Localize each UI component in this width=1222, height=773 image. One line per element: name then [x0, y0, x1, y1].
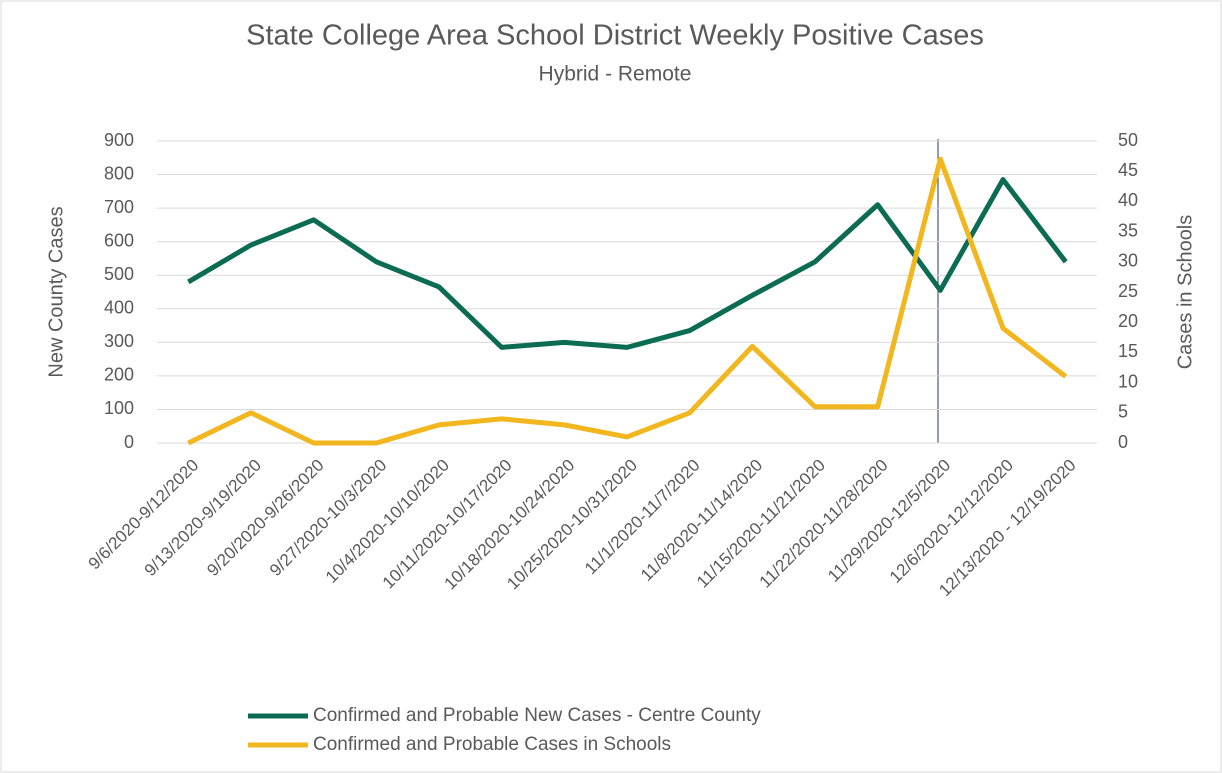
- legend-label: Confirmed and Probable Cases in Schools: [313, 734, 671, 755]
- y2-tick-label: 50: [1118, 130, 1138, 150]
- y2-tick-label: 30: [1118, 251, 1138, 271]
- y-tick-label: 900: [104, 130, 134, 150]
- y-tick-label: 200: [104, 365, 134, 385]
- y-tick-label: 400: [104, 298, 134, 318]
- y2-tick-label: 20: [1118, 311, 1138, 331]
- y-tick-label: 500: [104, 264, 134, 284]
- y-tick-label: 800: [104, 163, 134, 183]
- chart-subtitle: Hybrid - Remote: [539, 63, 692, 86]
- y-axis-title: New County Cases: [45, 206, 67, 377]
- y2-tick-label: 5: [1118, 402, 1128, 422]
- y-tick-label: 300: [104, 331, 134, 351]
- y2-tick-label: 10: [1118, 371, 1138, 391]
- y-tick-label: 700: [104, 197, 134, 217]
- y-tick-label: 600: [104, 230, 134, 250]
- y-tick-label: 0: [124, 432, 134, 452]
- series-line: [187, 156, 1068, 446]
- y2-tick-label: 25: [1118, 281, 1138, 301]
- series-line: [187, 177, 1068, 350]
- chart-title: State College Area School District Weekl…: [246, 20, 984, 52]
- legend-label: Confirmed and Probable New Cases - Centr…: [313, 705, 761, 726]
- y2-tick-label: 35: [1118, 220, 1138, 240]
- y2-tick-label: 40: [1118, 190, 1138, 210]
- y2-axis-title: Cases in Schools: [1174, 215, 1196, 370]
- y2-tick-label: 15: [1118, 341, 1138, 361]
- y-tick-label: 100: [104, 398, 134, 418]
- y2-tick-label: 0: [1118, 432, 1128, 452]
- y2-tick-label: 45: [1118, 160, 1138, 180]
